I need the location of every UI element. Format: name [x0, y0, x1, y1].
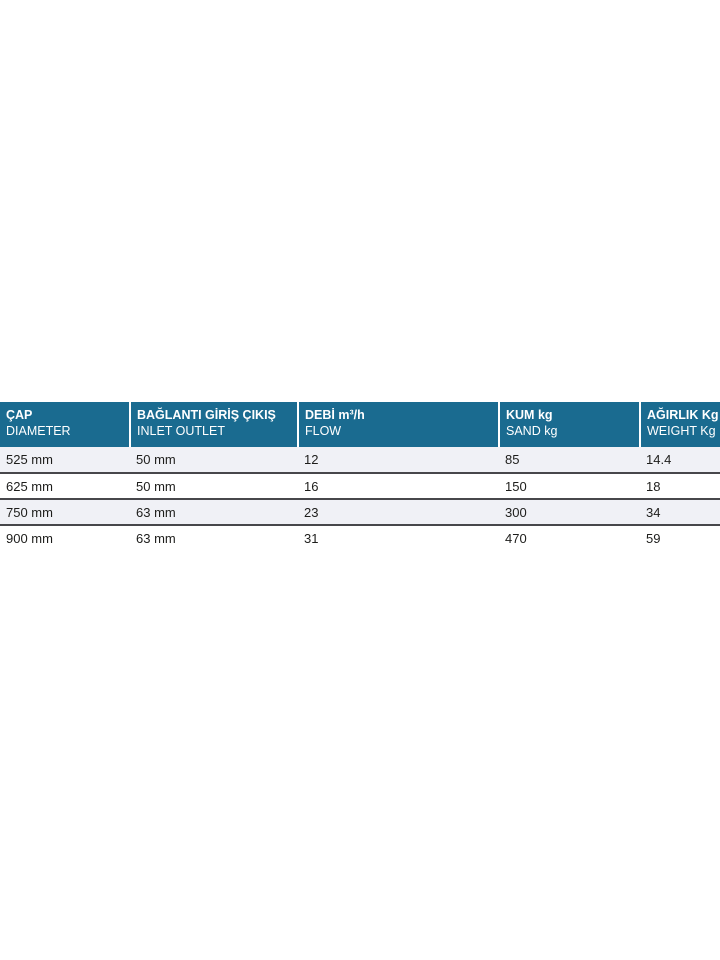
header-label-primary: DEBİ m³/h — [305, 408, 365, 422]
cell-inlet-outlet: 50 mm — [130, 473, 298, 500]
table-row: 525 mm 50 mm 12 85 14.4 — [0, 447, 720, 474]
header-label-primary: KUM kg — [506, 408, 553, 422]
cell-sand: 85 — [499, 447, 640, 474]
cell-inlet-outlet: 63 mm — [130, 499, 298, 526]
table-row: 750 mm 63 mm 23 300 34 — [0, 499, 720, 526]
table-row: 900 mm 63 mm 31 470 59 — [0, 525, 720, 551]
table-row: 625 mm 50 mm 16 150 18 — [0, 473, 720, 500]
header-label-secondary: DIAMETER — [6, 424, 71, 438]
header-cell-weight: AĞIRLIK Kg WEIGHT Kg — [639, 402, 720, 447]
cell-diameter: 900 mm — [0, 525, 130, 551]
header-label-primary: ÇAP — [6, 408, 33, 422]
header-cell-diameter: ÇAP DIAMETER — [0, 402, 130, 447]
cell-flow: 16 — [298, 473, 499, 500]
header-label-secondary: INLET OUTLET — [137, 424, 225, 438]
cell-inlet-outlet: 63 mm — [130, 525, 298, 551]
cell-inlet-outlet: 50 mm — [130, 447, 298, 474]
cell-sand: 150 — [499, 473, 640, 500]
cell-flow: 12 — [298, 447, 499, 474]
cell-sand: 300 — [499, 499, 640, 526]
cell-diameter: 750 mm — [0, 499, 130, 526]
header-label-secondary: FLOW — [305, 424, 342, 438]
cell-weight: 14.4 — [640, 447, 720, 474]
cell-weight: 59 — [640, 525, 720, 551]
cell-diameter: 525 mm — [0, 447, 130, 474]
cell-flow: 23 — [298, 499, 499, 526]
header-cell-flow: DEBİ m³/h FLOW — [297, 402, 499, 447]
cell-weight: 34 — [640, 499, 720, 526]
cell-diameter: 625 mm — [0, 473, 130, 500]
spec-table: ÇAP DIAMETER BAĞLANTI GİRİŞ ÇIKIŞ INLET … — [0, 402, 720, 551]
header-label-secondary: SAND kg — [506, 424, 558, 438]
table-header-row: ÇAP DIAMETER BAĞLANTI GİRİŞ ÇIKIŞ INLET … — [0, 402, 720, 447]
header-label-secondary: WEIGHT Kg — [647, 424, 716, 438]
header-label-primary: AĞIRLIK Kg — [647, 408, 719, 422]
cell-weight: 18 — [640, 473, 720, 500]
header-cell-sand: KUM kg SAND kg — [498, 402, 640, 447]
cell-flow: 31 — [298, 525, 499, 551]
header-cell-inlet-outlet: BAĞLANTI GİRİŞ ÇIKIŞ INLET OUTLET — [129, 402, 298, 447]
cell-sand: 470 — [499, 525, 640, 551]
header-label-primary: BAĞLANTI GİRİŞ ÇIKIŞ — [137, 408, 276, 422]
